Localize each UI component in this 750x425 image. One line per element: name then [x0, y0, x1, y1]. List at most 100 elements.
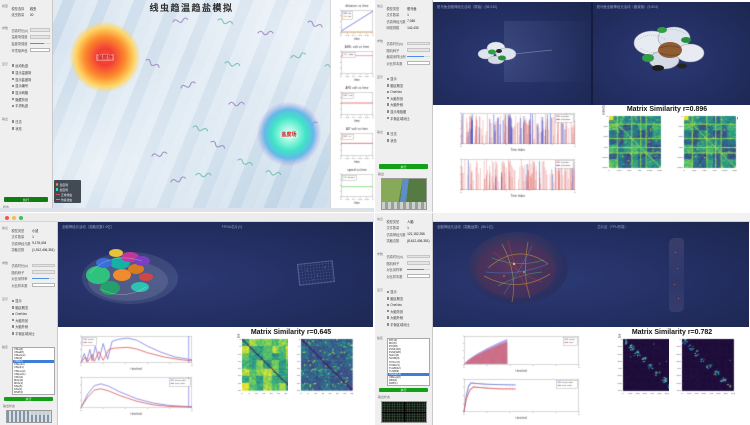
checkbox-item[interactable]: 大脑外侧	[386, 315, 431, 320]
checkbox-item[interactable]: 显示电极图	[386, 109, 431, 114]
checkbox-item[interactable]: 状态	[11, 126, 51, 131]
region-list-item[interactable]: RSP(3)	[14, 391, 23, 395]
checkbox-icon[interactable]	[11, 91, 15, 94]
range-slider[interactable]	[29, 42, 50, 45]
checkbox-item[interactable]: 日志	[386, 131, 431, 136]
region-list-item[interactable]: SLOB(3)	[389, 357, 400, 361]
checkbox-icon[interactable]	[11, 126, 15, 130]
view-zebrafish-original[interactable]: 斑马鱼全脑神经元活动（原始）(98,240)	[433, 2, 591, 105]
region-list-item[interactable]: TLHB(12)	[389, 366, 401, 370]
close-button-icon[interactable]	[5, 215, 9, 220]
region-list-item[interactable]: VISpl(1)	[14, 366, 24, 370]
text-input[interactable]	[29, 48, 50, 52]
checkbox-item[interactable]: 显示网格	[11, 90, 51, 95]
range-slider[interactable]	[407, 55, 430, 58]
region-list-item[interactable]: SSs(1)	[14, 388, 23, 392]
mouse-3d-view[interactable]: 全脑神经元活动（突触总数1.9亿） FPGA芯片(1)	[58, 222, 373, 327]
checkbox-item[interactable]: 脑区概览	[386, 296, 431, 301]
checkbox-icon[interactable]	[386, 84, 390, 87]
checkbox-icon[interactable]	[11, 306, 15, 309]
checkbox-icon[interactable]	[11, 318, 15, 322]
region-listbox[interactable]: FP(14) MC(8) PO(28) PLM(102) PLM(328) NpCx(5)…	[386, 337, 430, 387]
checkbox-item[interactable]: 显示盐度场	[11, 77, 51, 82]
checkbox-icon[interactable]	[11, 312, 15, 316]
run-button[interactable]: 执行	[379, 388, 428, 393]
region-list-item[interactable]: MC(8)	[389, 341, 397, 345]
region-list-item[interactable]: TLNB(9)	[389, 369, 400, 373]
checkbox-item[interactable]: 脑区概览	[386, 83, 431, 88]
checkbox-item[interactable]: 显示温度场	[11, 70, 51, 75]
range-slider[interactable]	[32, 277, 55, 280]
checkbox-icon[interactable]	[386, 77, 390, 81]
checkbox-item[interactable]: 状态	[386, 138, 431, 143]
human-3d-view[interactable]: 全脑神经元活动（突触运算）(86.1亿) 芯片区（TPU仿真）	[433, 222, 749, 327]
maximize-button-icon[interactable]	[19, 215, 23, 220]
checkbox-icon[interactable]	[11, 120, 15, 123]
region-list-item[interactable]: MOs(1)	[14, 381, 23, 385]
checkbox-icon[interactable]	[386, 90, 390, 94]
region-list-item[interactable]: DWI(1)	[389, 382, 398, 386]
region-list-item[interactable]: SSp(6)	[14, 385, 23, 388]
region-listbox[interactable]: VISa(4) VISal(8) VISam(2) VISl(3) VISli(1) VI…	[11, 346, 55, 396]
region-list-item[interactable]: ThOcc(7)	[389, 360, 401, 364]
region-list-item[interactable]: PO(28)	[389, 345, 398, 349]
checkbox-item[interactable]: 显示	[11, 298, 56, 303]
checkbox-item[interactable]: 显示	[386, 289, 431, 294]
view-zebrafish-cutdown[interactable]: 斑马鱼全脑神经元活动（缩减版）(9,824)	[592, 2, 750, 105]
checkbox-item[interactable]: 运动轨迹	[11, 63, 51, 68]
region-list-item[interactable]: VISpor(1)	[14, 372, 26, 376]
checkbox-item[interactable]: OneNeu	[386, 90, 431, 94]
region-list-item[interactable]: VISa(4)	[14, 347, 24, 351]
checkbox-icon[interactable]	[386, 303, 390, 307]
checkbox-icon[interactable]	[386, 323, 390, 326]
checkbox-item[interactable]: 大脑外侧	[386, 102, 431, 107]
region-list-item[interactable]: VISrl(1)	[14, 375, 24, 379]
checkbox-icon[interactable]	[386, 290, 390, 294]
checkbox-icon[interactable]	[386, 309, 390, 313]
checkbox-icon[interactable]	[11, 299, 15, 303]
checkbox-icon[interactable]	[11, 332, 15, 335]
region-list-item[interactable]: VISal(8)	[14, 350, 24, 354]
checkbox-icon[interactable]	[11, 71, 15, 74]
run-button[interactable]: 执行	[379, 164, 428, 169]
region-list-item[interactable]: PLM(102)	[389, 348, 401, 352]
checkbox-icon[interactable]	[386, 96, 390, 100]
checkbox-icon[interactable]	[386, 116, 390, 120]
checkbox-icon[interactable]	[386, 316, 390, 319]
checkbox-item[interactable]: 显示编号	[11, 83, 51, 88]
checkbox-item[interactable]: OneNeu	[386, 303, 431, 307]
region-list-item[interactable]: MOp(2)	[14, 378, 24, 382]
checkbox-icon[interactable]	[386, 139, 390, 142]
region-list-item[interactable]: ThlMx(4)	[389, 363, 400, 367]
checkbox-item[interactable]: 大脑外侧	[11, 324, 56, 329]
region-list-item[interactable]: PLM(328)	[389, 351, 401, 355]
region-list-item[interactable]: VISli(1)	[12, 360, 54, 364]
checkbox-icon[interactable]	[386, 297, 390, 300]
text-input[interactable]	[32, 283, 55, 288]
region-list-item[interactable]: Visual(11)	[387, 372, 429, 376]
checkbox-icon[interactable]	[11, 97, 15, 101]
checkbox-item[interactable]: 大脑背景	[386, 96, 431, 101]
run-button[interactable]: 执行	[4, 197, 48, 202]
run-button[interactable]: 执行	[4, 397, 53, 402]
checkbox-item[interactable]: 大脑背景	[386, 309, 431, 314]
checkbox-icon[interactable]	[386, 132, 390, 136]
checkbox-icon[interactable]	[386, 110, 390, 113]
checkbox-item[interactable]: 平衡区域对比	[386, 322, 431, 327]
checkbox-item[interactable]: 大脑背景	[11, 318, 56, 323]
text-input[interactable]	[407, 61, 430, 66]
region-list-item[interactable]: WM(2)	[389, 379, 398, 383]
region-list-item[interactable]: VISp(12)	[14, 363, 25, 367]
checkbox-icon[interactable]	[386, 103, 390, 106]
checkbox-item[interactable]: 平衡区域对比	[386, 116, 431, 121]
checkbox-item[interactable]: OneNeu	[11, 312, 56, 316]
region-list-item[interactable]: VMsup(6)	[389, 376, 401, 379]
text-input[interactable]	[407, 274, 430, 279]
range-slider[interactable]	[407, 268, 430, 271]
minimize-button-icon[interactable]	[12, 215, 16, 220]
region-list-item[interactable]: NpCx(5)	[389, 354, 400, 358]
region-list-item[interactable]: VISl(3)	[14, 357, 23, 361]
checkbox-item[interactable]: 日志	[11, 119, 51, 124]
region-list-item[interactable]: FP(14)	[389, 338, 398, 342]
checkbox-icon[interactable]	[11, 84, 15, 88]
